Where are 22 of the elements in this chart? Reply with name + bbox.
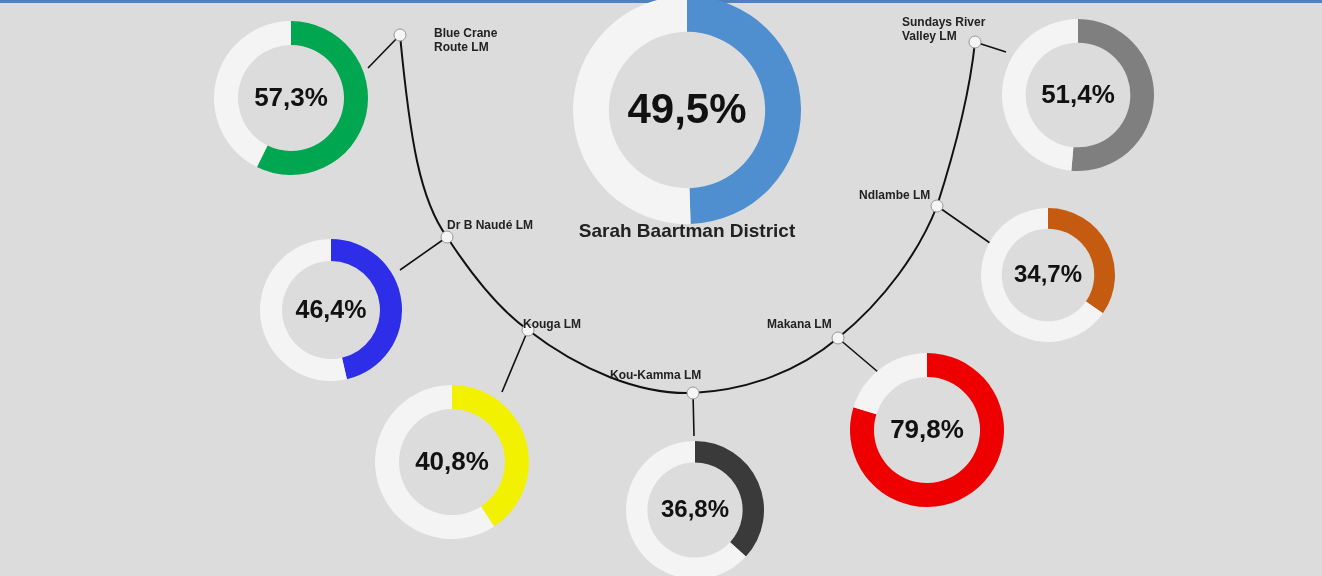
text: Sarah Baartman District [577,220,797,242]
data-label: 36,8% [660,495,730,522]
data-label: 40,8% [415,446,489,476]
data-label: 49,5% [627,85,747,132]
data-label: 79,8% [890,414,964,444]
data-label: 46,4% [295,295,367,323]
donut-slice [853,353,927,415]
chart-title: Sundays River Valley LM [902,15,987,43]
chart-title: Makana LM [767,317,833,331]
donut-slice [256,21,368,175]
text: Dr B Naudé LM [447,218,534,232]
donut-slice [626,441,746,576]
data-label: 51,4% [1041,79,1115,109]
data-label: 34,7% [1013,260,1083,287]
data-label: 57,3% [254,82,328,112]
chart-title: Ndlambe LM [859,188,932,202]
donut-slice [375,385,495,539]
chart-title: Kou-Kamma LM [610,368,703,382]
text: Blue Crane Route LM [434,26,499,54]
donut-slice [850,353,1004,507]
chart-title: Kouga LM [523,317,582,331]
donut-slice [981,208,1103,342]
